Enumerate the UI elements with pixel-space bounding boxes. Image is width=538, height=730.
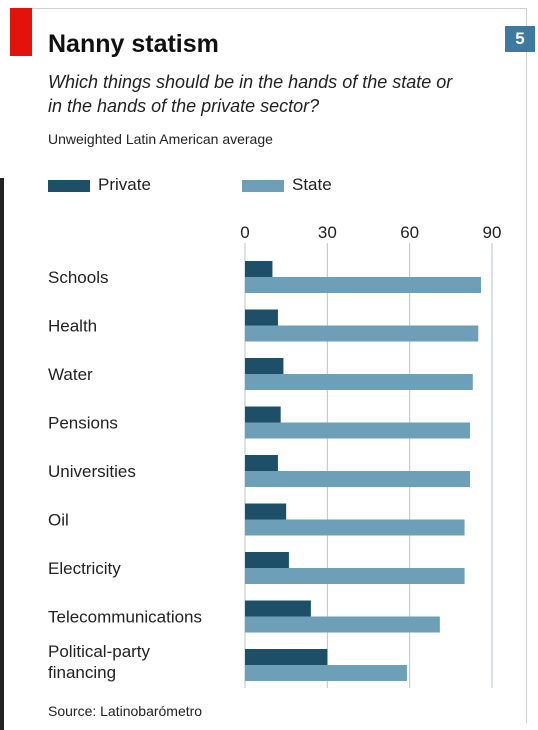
bar-private bbox=[245, 649, 328, 665]
bar-private bbox=[245, 503, 287, 520]
bar-private bbox=[245, 358, 284, 374]
x-tick-label: 30 bbox=[318, 223, 337, 242]
bar-state bbox=[245, 519, 465, 536]
x-tick-label: 0 bbox=[240, 223, 249, 242]
category-label: Oil bbox=[48, 511, 69, 530]
bar-state bbox=[245, 616, 440, 633]
bar-state bbox=[245, 277, 482, 293]
legend-swatch-state bbox=[242, 179, 284, 192]
chart-number-badge: 5 bbox=[505, 26, 535, 52]
bar-state bbox=[245, 374, 473, 390]
legend-item-state: State bbox=[242, 175, 332, 195]
chart-note: Unweighted Latin American average bbox=[48, 131, 273, 147]
red-tag bbox=[10, 8, 32, 56]
legend-item-private: Private bbox=[48, 175, 151, 195]
x-tick-label: 90 bbox=[483, 223, 502, 242]
legend-label-state: State bbox=[292, 175, 332, 194]
legend-label-private: Private bbox=[98, 175, 151, 194]
bar-private bbox=[245, 455, 278, 471]
category-label: Health bbox=[48, 317, 97, 336]
bar-state bbox=[245, 568, 465, 584]
bar-state bbox=[245, 325, 479, 342]
bar-private bbox=[245, 552, 289, 568]
bar-state bbox=[245, 665, 407, 681]
bar-private bbox=[245, 261, 273, 277]
legend-swatch-private bbox=[48, 179, 90, 192]
bar-state bbox=[245, 422, 471, 439]
category-label: Water bbox=[48, 365, 93, 384]
bar-state bbox=[245, 471, 471, 487]
x-tick-label: 60 bbox=[400, 223, 419, 242]
category-label: Schools bbox=[48, 268, 108, 287]
category-label: Pensions bbox=[48, 414, 118, 433]
bar-private bbox=[245, 600, 311, 617]
category-label: Electricity bbox=[48, 559, 121, 578]
bar-private bbox=[245, 309, 278, 326]
chart-subtitle: Which things should be in the hands of t… bbox=[48, 72, 453, 116]
category-label: Universities bbox=[48, 462, 136, 481]
left-border bbox=[0, 178, 4, 730]
category-label: Political-party financing bbox=[48, 642, 151, 682]
category-label: Telecommunications bbox=[48, 608, 202, 627]
chart-title: Nanny statism bbox=[48, 30, 219, 58]
bar-private bbox=[245, 406, 281, 423]
source-note: Source: Latinobarómetro bbox=[48, 703, 203, 719]
